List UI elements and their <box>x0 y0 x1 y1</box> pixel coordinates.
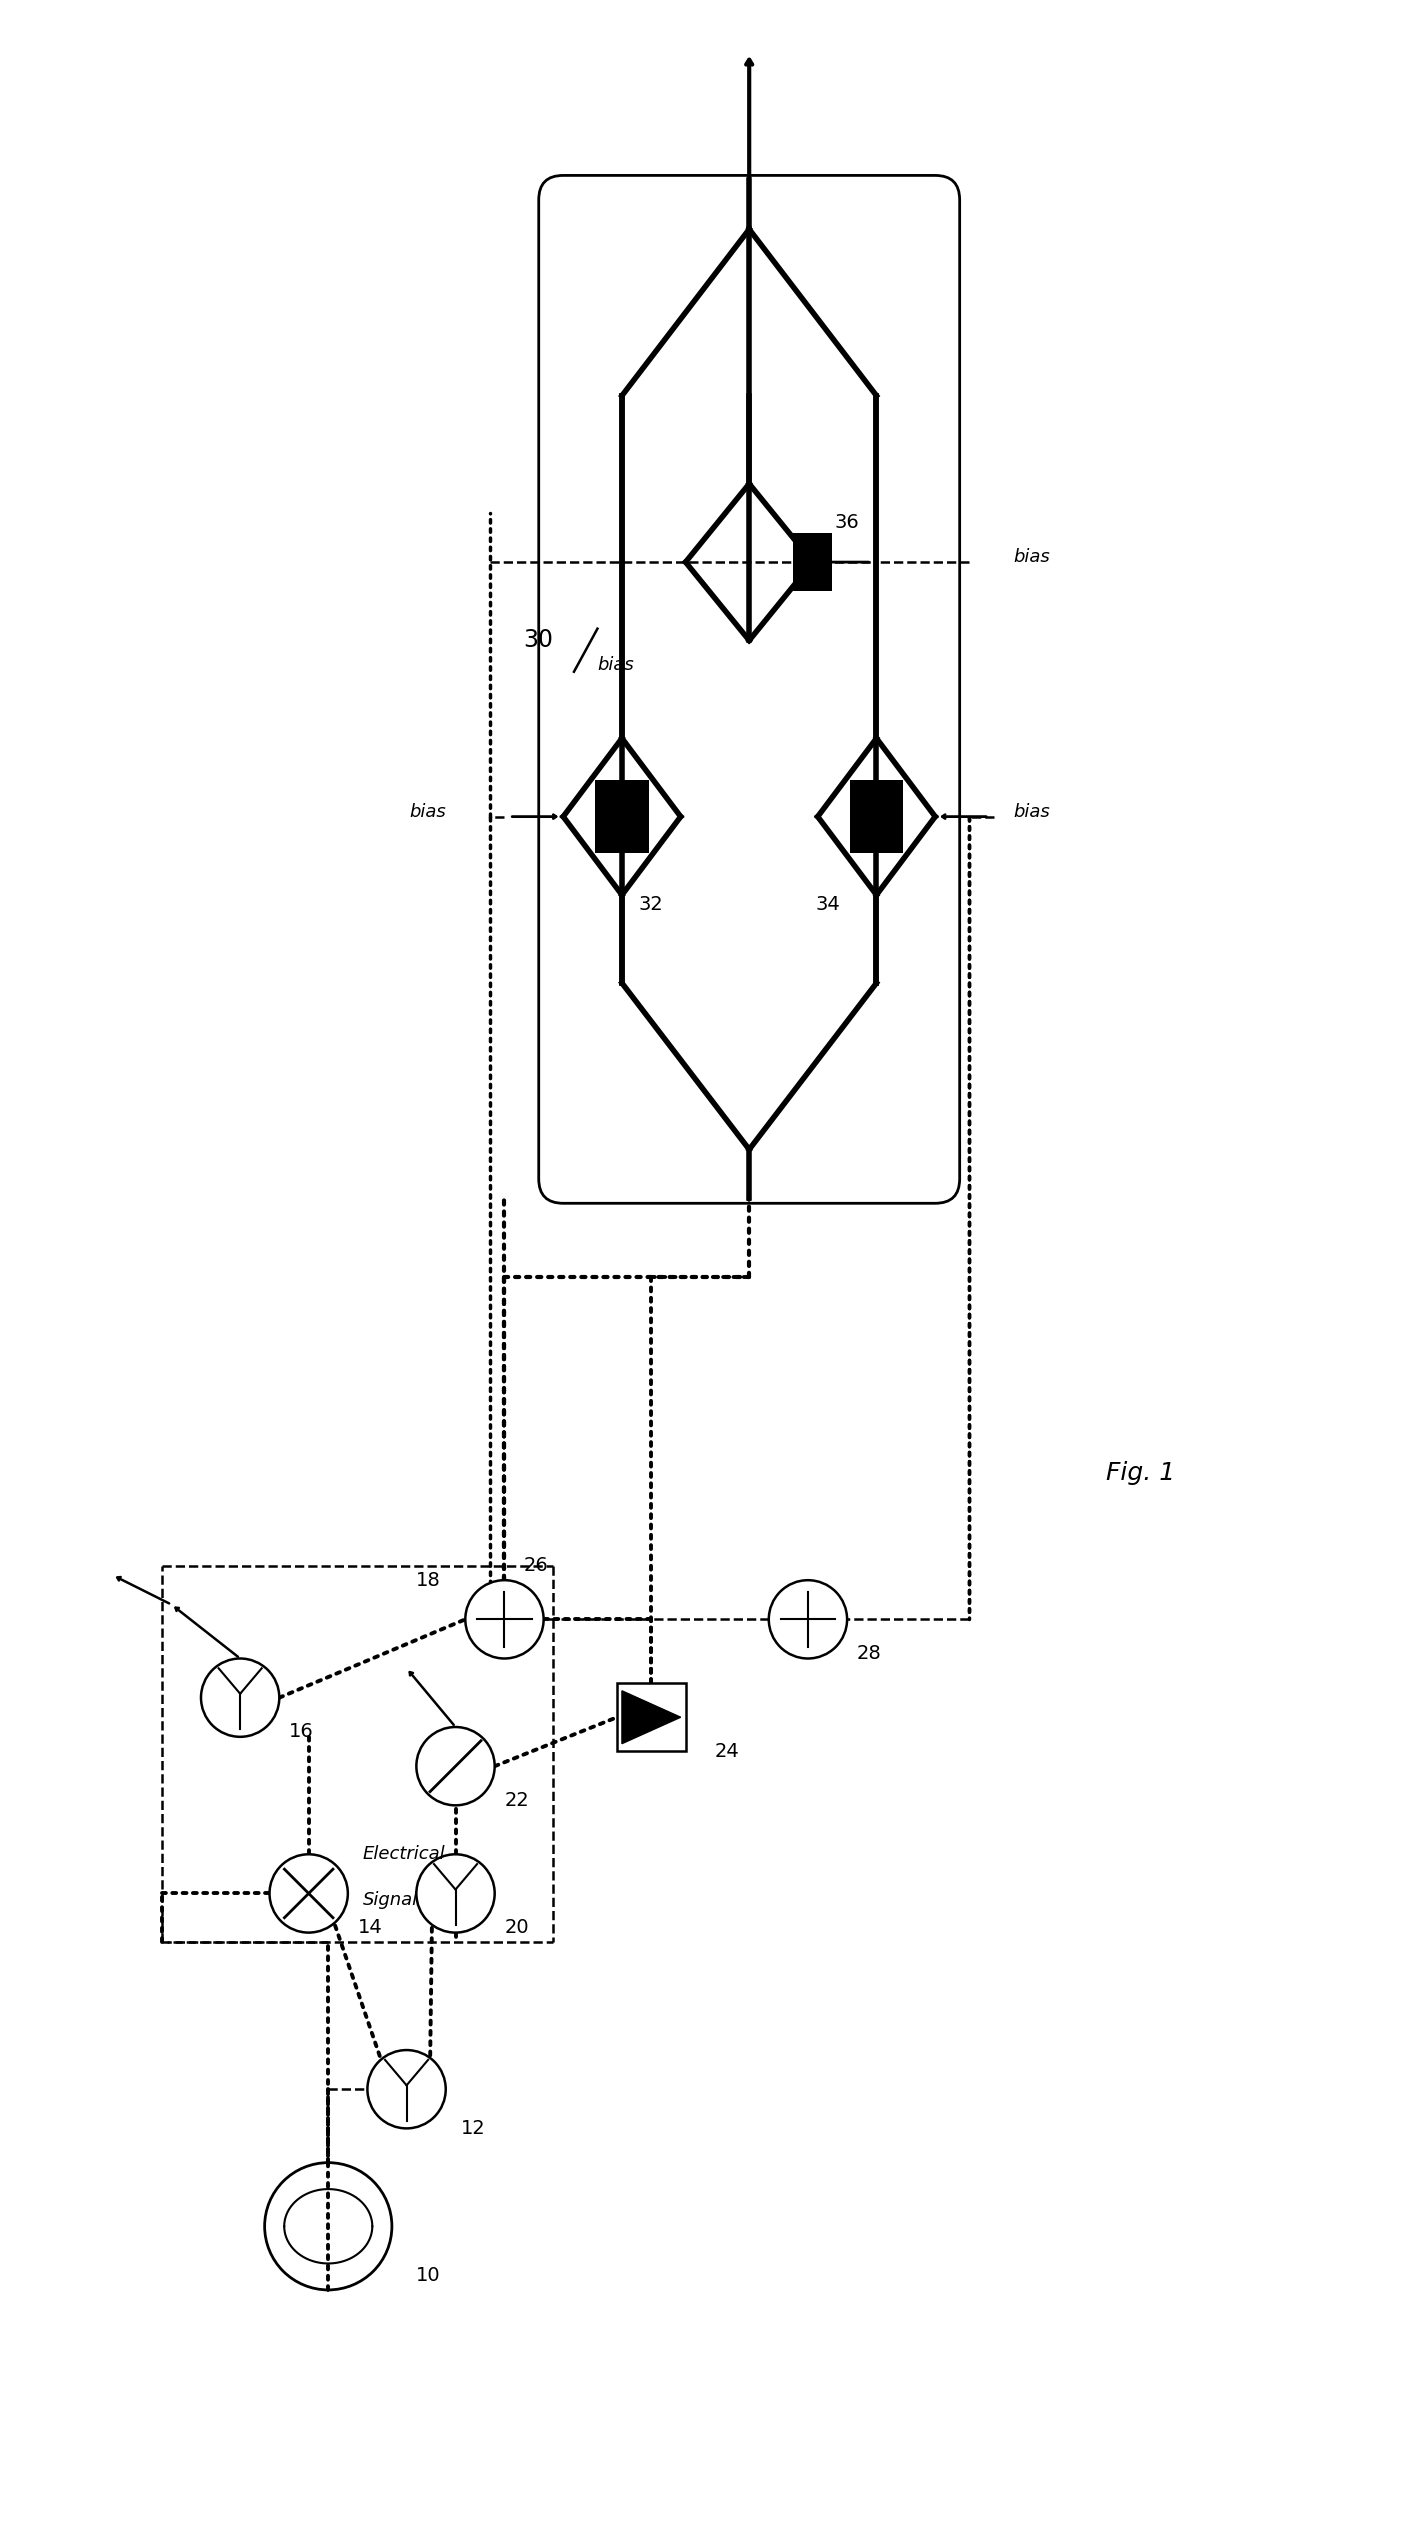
Text: 20: 20 <box>504 1918 530 1938</box>
Bar <box>793 533 833 591</box>
Bar <box>850 781 903 854</box>
Bar <box>735 220 763 404</box>
Text: bias: bias <box>409 804 446 821</box>
Text: 32: 32 <box>639 895 664 915</box>
Bar <box>862 728 891 905</box>
Text: 28: 28 <box>857 1645 881 1663</box>
Circle shape <box>367 2049 446 2128</box>
Bar <box>595 781 649 854</box>
Text: bias: bias <box>1014 804 1051 821</box>
Circle shape <box>466 1579 544 1658</box>
Text: 10: 10 <box>416 2267 441 2284</box>
Text: 30: 30 <box>524 629 554 652</box>
Text: bias: bias <box>598 657 634 675</box>
Text: 34: 34 <box>815 895 840 915</box>
Text: 16: 16 <box>289 1723 313 1741</box>
Text: 24: 24 <box>715 1741 739 1761</box>
Text: Signal: Signal <box>363 1890 417 1910</box>
Bar <box>607 728 637 905</box>
Text: 22: 22 <box>504 1792 530 1809</box>
Polygon shape <box>622 1691 681 1744</box>
Bar <box>617 1683 685 1751</box>
Circle shape <box>265 2163 392 2289</box>
Text: bias: bias <box>1014 548 1051 566</box>
FancyBboxPatch shape <box>538 174 960 1203</box>
Text: Electrical: Electrical <box>363 1845 446 1862</box>
Text: 26: 26 <box>524 1557 548 1574</box>
Circle shape <box>416 1855 494 1933</box>
Text: 36: 36 <box>834 513 860 533</box>
Text: 12: 12 <box>460 2118 486 2138</box>
Circle shape <box>201 1658 279 1736</box>
Text: Fig. 1: Fig. 1 <box>1106 1461 1175 1483</box>
Circle shape <box>416 1726 494 1804</box>
Circle shape <box>269 1855 347 1933</box>
Text: 18: 18 <box>416 1572 441 1589</box>
Circle shape <box>769 1579 847 1658</box>
Text: 14: 14 <box>357 1918 383 1938</box>
